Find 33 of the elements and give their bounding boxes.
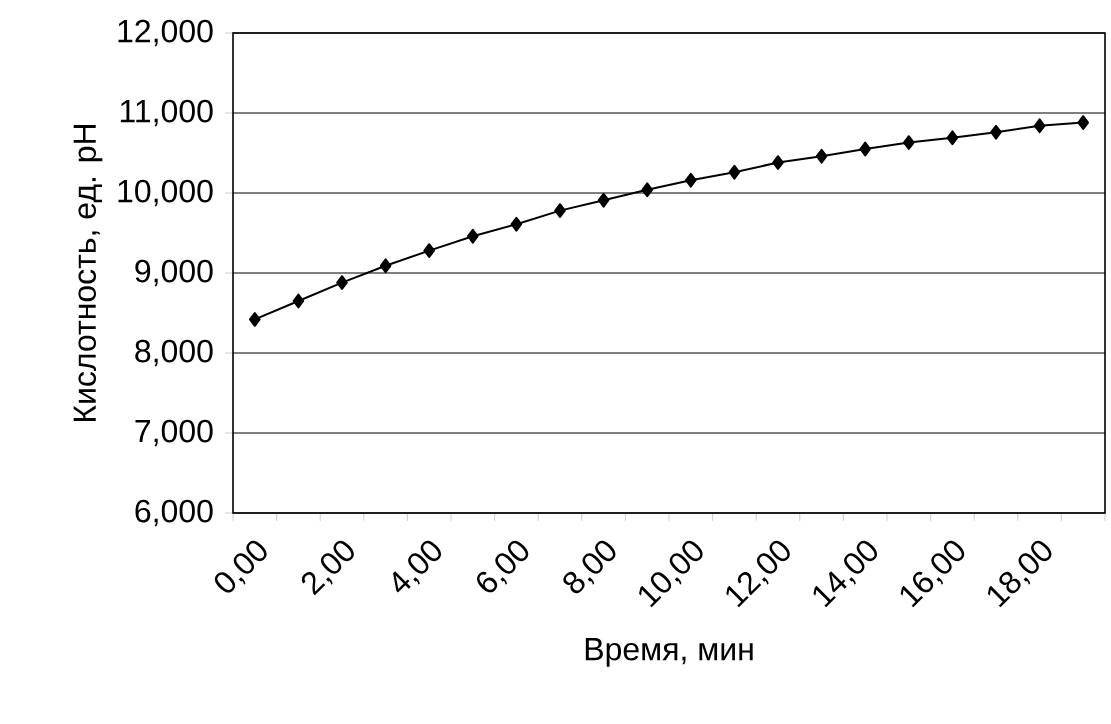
- y-tick-label: 9,000: [135, 259, 213, 287]
- point: [990, 124, 1002, 140]
- point: [859, 141, 872, 157]
- point: [1033, 118, 1046, 134]
- point: [815, 148, 828, 164]
- point: [292, 293, 305, 309]
- y-tick-label: 11,000: [120, 99, 213, 127]
- y-tick-label: 8,000: [135, 339, 213, 367]
- point: [336, 275, 348, 290]
- y-tick-label: 6,000: [135, 499, 213, 527]
- point: [903, 135, 915, 150]
- x-tick-label: 4,00: [393, 540, 442, 593]
- point: [1077, 115, 1090, 130]
- point: [597, 192, 610, 208]
- point: [510, 216, 523, 232]
- x-axis-title: Время, мин: [585, 638, 753, 667]
- point: [772, 155, 784, 171]
- point: [423, 243, 436, 259]
- x-tick-label: 8,00: [563, 540, 616, 594]
- point: [641, 182, 654, 198]
- point: [554, 203, 566, 218]
- y-axis-title: Кислотность, ед. pH: [73, 125, 103, 422]
- point: [379, 258, 392, 274]
- x-tick-label: 0,00: [214, 540, 267, 593]
- point: [467, 228, 479, 244]
- point: [249, 312, 261, 327]
- y-tick-label: 10,000: [118, 179, 213, 207]
- point: [946, 130, 959, 146]
- point: [728, 164, 741, 180]
- x-tick-label: 6,00: [477, 540, 529, 593]
- y-tick-label: 7,000: [135, 419, 213, 447]
- point: [685, 172, 697, 188]
- y-tick-label: 12,000: [118, 19, 213, 47]
